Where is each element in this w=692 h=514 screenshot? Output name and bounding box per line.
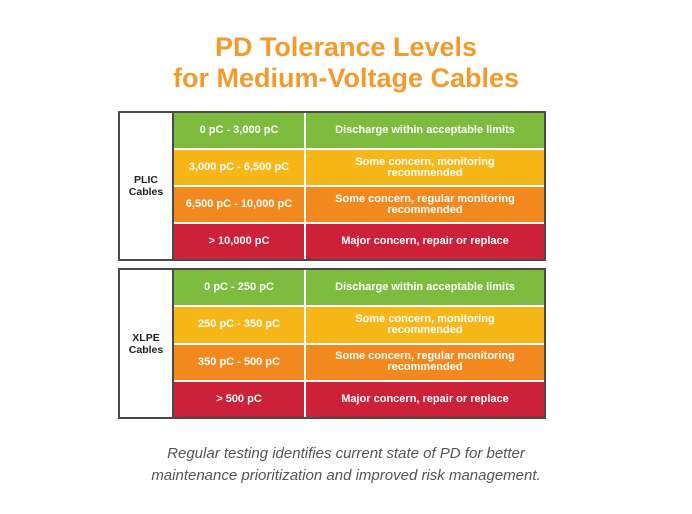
description-line-2: recommended: [387, 203, 463, 216]
range-cell: 0 pC - 3,000 pC: [174, 113, 306, 148]
xlpe-tolerance-table: XLPE Cables 0 pC - 250 pC Discharge with…: [118, 268, 546, 419]
table-row: 3,000 pC - 6,500 pC Some concern, monito…: [174, 150, 544, 187]
table-label-plic: PLIC Cables: [120, 113, 174, 259]
description-cell: Some concern, monitoring recommended: [306, 150, 544, 185]
description-line-1: Discharge within acceptable limits: [335, 281, 515, 294]
description-line-1: Some concern, monitoring: [355, 312, 495, 325]
description-cell: Major concern, repair or replace: [306, 224, 544, 259]
description-line-1: Some concern, regular monitoring: [335, 192, 515, 205]
range-cell: 250 pC - 350 pC: [174, 307, 306, 343]
range-cell: 350 pC - 500 pC: [174, 344, 306, 380]
description-line-2: recommended: [387, 323, 463, 336]
table-label-line-1: PLIC: [134, 174, 158, 186]
description-line-1: Some concern, regular monitoring: [335, 350, 515, 363]
description-line-1: Some concern, monitoring: [355, 155, 495, 168]
range-cell: 3,000 pC - 6,500 pC: [174, 150, 306, 185]
table-row: 350 pC - 500 pC Some concern, regular mo…: [174, 344, 544, 382]
range-cell: 0 pC - 250 pC: [174, 270, 306, 306]
table-row: > 500 pC Major concern, repair or replac…: [174, 381, 544, 417]
description-cell: Some concern, monitoring recommended: [306, 307, 544, 342]
description-line-1: Discharge within acceptable limits: [335, 124, 515, 136]
description-cell: Discharge within acceptable limits: [306, 270, 544, 305]
table-label-line-1: XLPE: [132, 331, 160, 344]
plic-tolerance-table: PLIC Cables 0 pC - 3,000 pC Discharge wi…: [118, 111, 546, 261]
table-row: 0 pC - 250 pC Discharge within acceptabl…: [174, 270, 544, 308]
table-row: > 10,000 pC Major concern, repair or rep…: [174, 224, 544, 259]
caption-line-1: Regular testing identifies current state…: [167, 445, 525, 462]
table-row: 6,500 pC - 10,000 pC Some concern, regul…: [174, 187, 544, 224]
description-cell: Some concern, regular monitoring recomme…: [306, 187, 544, 222]
page-title-line-1: PD Tolerance Levels: [214, 32, 478, 62]
description-line-1: Major concern, repair or replace: [341, 392, 509, 405]
description-cell: Some concern, regular monitoring recomme…: [306, 345, 544, 380]
table-row: 250 pC - 350 pC Some concern, monitoring…: [174, 307, 544, 345]
description-cell: Discharge within acceptable limits: [306, 113, 544, 148]
description-cell: Major concern, repair or replace: [306, 382, 544, 417]
description-line-1: Major concern, repair or replace: [341, 235, 509, 247]
range-cell: 6,500 pC - 10,000 pC: [174, 187, 306, 222]
table-label-line-2: Cables: [128, 186, 164, 198]
caption-line-2: maintenance prioritization and improved …: [151, 467, 541, 484]
description-line-2: recommended: [387, 166, 463, 179]
page-title-line-2: for Medium-Voltage Cables: [172, 63, 520, 93]
range-cell: > 500 pC: [174, 381, 306, 417]
range-cell: > 10,000 pC: [174, 224, 306, 259]
table-row: 0 pC - 3,000 pC Discharge within accepta…: [174, 113, 544, 150]
table-label-line-2: Cables: [128, 343, 164, 356]
table-label-xlpe: XLPE Cables: [120, 270, 174, 417]
description-line-2: recommended: [387, 361, 463, 374]
